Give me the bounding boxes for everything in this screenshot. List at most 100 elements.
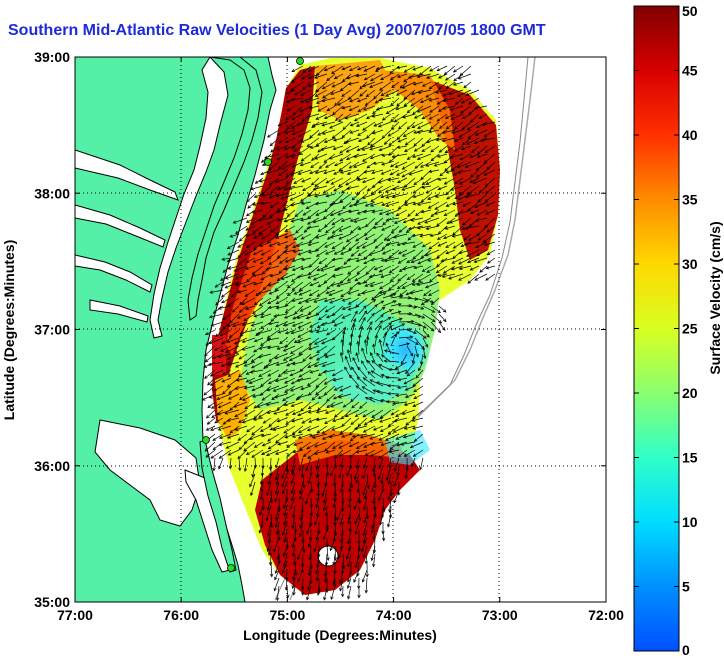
velocity-arrow [267,537,272,552]
velocity-arrow-head [371,360,375,364]
velocity-arrow [331,65,344,74]
velocity-arrow [356,457,360,469]
velocity-arrow [350,311,358,323]
velocity-arrow-head [356,245,360,249]
velocity-arrow-head [413,395,417,400]
velocity-arrow-head [209,290,213,294]
velocity-arrow-head [381,306,386,310]
velocity-arrow [298,169,312,175]
velocity-arrow [316,417,328,421]
velocity-arrow-head [427,196,431,200]
velocity-arrow-head [245,233,250,238]
velocity-arrow-head [227,452,232,456]
velocity-arrow-head [421,148,426,152]
velocity-arrow-head [291,68,295,73]
velocity-arrow-head [268,261,273,265]
velocity-arrow-head [381,153,386,157]
velocity-arrow [292,297,304,302]
velocity-arrow-head [321,123,325,127]
velocity-arrow-head [363,68,368,72]
velocity-arrow-head [397,453,402,458]
velocity-arrow-head [412,453,417,457]
velocity-arrow-head [269,273,274,278]
velocity-arrow [345,409,360,417]
velocity-arrow [318,225,328,232]
velocity-arrow-head [333,267,338,271]
velocity-arrow [330,401,344,408]
velocity-arrow [334,449,344,459]
velocity-arrow-head [353,476,358,481]
velocity-arrow [454,177,464,185]
velocity-arrow-head [315,391,319,396]
velocity-arrow-head [344,366,348,371]
velocity-arrow-head [315,474,319,479]
velocity-arrow-head [307,75,312,80]
velocity-arrow [307,273,320,279]
velocity-arrow [238,289,248,293]
velocity-arrow [334,249,344,255]
velocity-arrow-head [473,140,478,145]
velocity-arrow-head [472,180,477,185]
velocity-arrow [324,217,336,228]
velocity-arrow-head [378,465,382,469]
velocity-arrow [339,273,352,284]
x-tick-label: 74:00 [376,607,412,623]
velocity-arrow-head [353,118,358,122]
velocity-arrow-head [476,253,480,257]
velocity-arrow-head [434,206,439,210]
velocity-arrow-head [250,323,255,327]
velocity-arrow-head [317,395,322,399]
velocity-arrow-head [251,271,256,275]
velocity-arrow-head [466,126,471,131]
velocity-arrow [397,385,408,389]
velocity-arrow [225,281,240,289]
velocity-arrow [382,300,397,307]
velocity-arrow [349,161,360,169]
velocity-arrow [313,217,328,223]
velocity-arrow-head [478,115,483,119]
velocity-arrow-head [222,421,227,425]
velocity-arrow-head [378,437,383,441]
velocity-arrow [254,193,264,198]
velocity-arrow-head [371,210,376,214]
velocity-arrow [260,337,272,346]
velocity-arrow [297,337,312,343]
velocity-arrow-head [236,315,241,319]
velocity-arrow-head [380,398,384,403]
velocity-arrow [302,577,304,590]
velocity-arrow-head [371,312,375,317]
velocity-arrow [278,169,288,176]
velocity-arrow-head [409,445,414,449]
velocity-arrow-head [317,149,321,153]
velocity-arrow [300,193,312,202]
velocity-arrow [419,233,432,237]
velocity-arrow [448,273,464,280]
velocity-arrow-head [344,116,349,120]
velocity-arrow [293,145,304,152]
velocity-arrow-head [204,448,209,452]
velocity-arrow [310,481,313,493]
velocity-arrow [260,313,272,318]
velocity-arrow-head [395,92,400,96]
velocity-arrow-head [385,375,389,380]
velocity-arrow [265,361,280,368]
velocity-arrow [249,473,256,487]
velocity-arrow-head [456,211,461,216]
velocity-arrow [418,361,424,371]
velocity-arrow [244,457,248,472]
velocity-arrow-head [425,299,429,303]
velocity-arrow-head [430,126,434,130]
velocity-arrow-head [412,67,417,71]
velocity-arrow [237,433,248,441]
velocity-arrow-head [281,570,285,575]
velocity-arrow-head [445,170,450,174]
velocity-arrow-head [411,418,416,422]
velocity-arrow [246,209,256,217]
velocity-arrow-head [378,290,382,295]
velocity-arrow-head [339,170,344,174]
x-tick-label: 77:00 [57,607,93,623]
velocity-arrow-head [383,258,388,263]
velocity-arrow [338,465,344,478]
velocity-arrow-head [323,115,328,120]
velocity-arrow [287,209,296,217]
